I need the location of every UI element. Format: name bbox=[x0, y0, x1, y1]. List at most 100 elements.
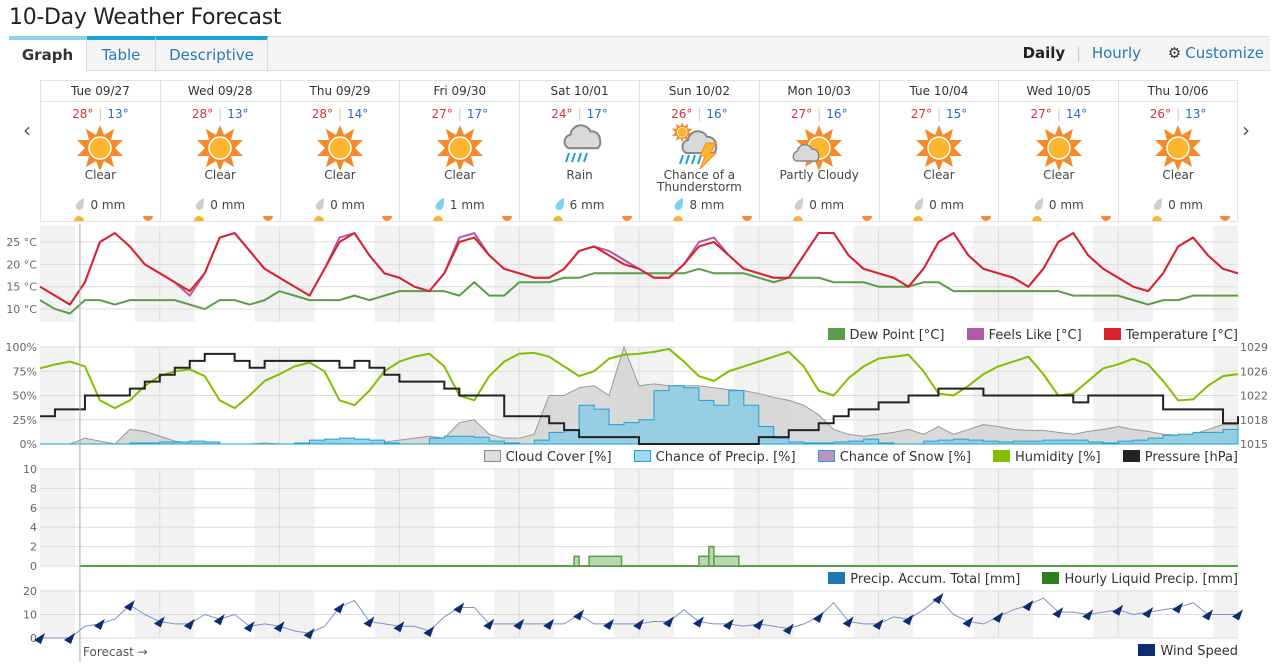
precip-amount: 6 mm bbox=[569, 198, 605, 212]
prev-arrow-icon[interactable]: ‹ bbox=[23, 118, 31, 142]
clear-icon bbox=[912, 123, 966, 171]
day-card[interactable]: Tue 10/04 27° | 15° Clear 0 mm bbox=[878, 81, 999, 222]
legend-cloud-cover[interactable]: Cloud Cover [%] bbox=[483, 450, 612, 465]
condition-text: Clear bbox=[204, 168, 236, 182]
sunset-icon bbox=[382, 216, 393, 221]
wind-arrow-icon bbox=[453, 602, 465, 614]
y-tick-label: 25% bbox=[13, 414, 37, 427]
precip-amount: 0 mm bbox=[1048, 198, 1084, 212]
low-temp: 14° bbox=[347, 107, 369, 121]
night-band bbox=[1093, 469, 1154, 566]
precip-amount: 0 mm bbox=[210, 198, 246, 212]
night-band bbox=[853, 469, 914, 566]
wind-arrow-icon bbox=[34, 633, 45, 644]
precip-amount: 0 mm bbox=[330, 198, 365, 212]
y-tick-label: 1029 bbox=[1240, 341, 1268, 354]
page-title: 10-Day Weather Forecast bbox=[9, 5, 282, 30]
day-card[interactable]: Wed 10/05 27° | 14° Clear 0 mm bbox=[998, 81, 1119, 222]
divider: | bbox=[457, 107, 462, 121]
sunset-icon bbox=[861, 216, 872, 221]
night-band bbox=[134, 469, 195, 566]
y-tick-label: 4 bbox=[30, 521, 37, 534]
tab-descriptive[interactable]: Descriptive bbox=[156, 36, 268, 72]
legend-pressure[interactable]: Pressure [hPa] bbox=[1122, 450, 1238, 465]
day-card[interactable]: Thu 10/06 26° | 13° Clear 0 mm bbox=[1118, 81, 1238, 222]
gear-icon[interactable]: ⚙ bbox=[1167, 44, 1182, 62]
day-card[interactable]: Fri 09/30 27° | 17° Clear 1 mm bbox=[399, 81, 520, 222]
hourly-liquid-bar bbox=[698, 555, 710, 567]
night-band bbox=[973, 469, 1034, 566]
wind-arrow-icon bbox=[543, 618, 555, 630]
wind-arrow-icon bbox=[992, 611, 1004, 623]
precip-chance-area bbox=[40, 385, 1239, 445]
night-band bbox=[614, 469, 674, 566]
high-temp: 28° bbox=[72, 107, 94, 121]
daily-summary-row: Tue 09/27 28° | 13° Clear 0 mm Wed 09/28 2… bbox=[40, 80, 1238, 222]
daily-toggle[interactable]: Daily bbox=[1022, 44, 1066, 62]
sunrise-icon bbox=[553, 216, 564, 221]
day-card[interactable]: Sun 10/02 26° | 16° Chance of a Thundersto… bbox=[639, 81, 759, 222]
legend-precip-chance[interactable]: Chance of Precip. [%] bbox=[633, 450, 796, 465]
night-band bbox=[40, 469, 75, 566]
legend-feels-like[interactable]: Feels Like [°C] bbox=[966, 328, 1082, 343]
pressure-line bbox=[40, 352, 1239, 445]
night-band bbox=[733, 469, 794, 566]
partly-cloudy-icon bbox=[792, 123, 846, 171]
night-band bbox=[40, 226, 75, 322]
y-tick-label: 6 bbox=[30, 502, 37, 515]
wind-arrow-icon bbox=[93, 618, 105, 630]
next-arrow-icon[interactable]: › bbox=[1242, 118, 1250, 142]
tab-table[interactable]: Table bbox=[87, 36, 156, 72]
hourly-toggle[interactable]: Hourly bbox=[1091, 44, 1142, 62]
day-card[interactable]: Mon 10/03 27° | 16° Partly Cloudy 0 mm bbox=[758, 81, 879, 222]
sunset-icon bbox=[741, 216, 752, 221]
night-band bbox=[1213, 469, 1238, 566]
y-tick-label: 0% bbox=[20, 438, 37, 451]
day-card[interactable]: Thu 09/29 28° | 14° Clear 0 mm bbox=[279, 81, 400, 222]
day-card[interactable]: Sat 10/01 24° | 17° Rain 6 mm bbox=[519, 81, 639, 222]
divider: | bbox=[1075, 44, 1082, 62]
wind-arrow-icon bbox=[842, 616, 854, 628]
raindrop-icon bbox=[1153, 198, 1163, 210]
wind-arrow-icon bbox=[213, 614, 225, 626]
legend-precip-accum[interactable]: Precip. Accum. Total [mm] bbox=[828, 572, 1020, 587]
wind-arrow-icon bbox=[1172, 602, 1184, 614]
rain-icon bbox=[553, 123, 607, 169]
precip-amount: 0 mm bbox=[1168, 198, 1203, 212]
wind-arrow-icon bbox=[123, 600, 135, 612]
wind-arrow-icon bbox=[692, 616, 704, 628]
day-name: Thu 09/29 bbox=[280, 81, 400, 102]
legend-dew-point[interactable]: Dew Point [°C] bbox=[827, 328, 944, 343]
divider: | bbox=[218, 107, 223, 121]
sunset-icon bbox=[981, 216, 992, 221]
day-card[interactable]: Tue 09/27 28° | 13° Clear 0 mm bbox=[40, 81, 160, 222]
legend-snow-chance[interactable]: Chance of Snow [%] bbox=[817, 450, 971, 465]
high-temp: 28° bbox=[191, 107, 214, 121]
customize-button[interactable]: Customize bbox=[1185, 44, 1264, 62]
low-temp: 13° bbox=[227, 107, 249, 121]
wind-arrow-icon bbox=[393, 621, 405, 633]
wind-arrow-icon bbox=[333, 602, 345, 614]
day-card[interactable]: Wed 09/28 28° | 13° Clear 0 mm bbox=[159, 81, 280, 222]
raindrop-icon bbox=[76, 198, 85, 210]
low-temp: 17° bbox=[466, 107, 489, 121]
legend-wind-speed[interactable]: Wind Speed bbox=[1138, 644, 1238, 659]
hourly-liquid-bar bbox=[573, 555, 580, 567]
legend-temperature[interactable]: Temperature [°C] bbox=[1103, 328, 1238, 343]
y-tick-label: 8 bbox=[30, 482, 37, 495]
legend-humidity[interactable]: Humidity [%] bbox=[993, 450, 1101, 465]
night-band bbox=[1213, 226, 1238, 322]
condition-text: Chance of a Thunderstorm bbox=[657, 168, 742, 194]
night-band bbox=[254, 469, 315, 566]
y-tick-label: 10 °C bbox=[6, 303, 37, 316]
y-tick-label: 75% bbox=[13, 365, 37, 378]
legend-hourly-liquid[interactable]: Hourly Liquid Precip. [mm] bbox=[1042, 572, 1238, 587]
thunderstorm-icon bbox=[672, 121, 726, 170]
tab-graph[interactable]: Graph bbox=[9, 36, 87, 72]
wind-arrow-icon bbox=[153, 616, 165, 628]
sunrise-icon bbox=[74, 216, 84, 221]
night-band bbox=[374, 226, 435, 322]
precip-amount: 1 mm bbox=[449, 198, 485, 212]
wind-arrow-icon bbox=[1082, 609, 1094, 621]
